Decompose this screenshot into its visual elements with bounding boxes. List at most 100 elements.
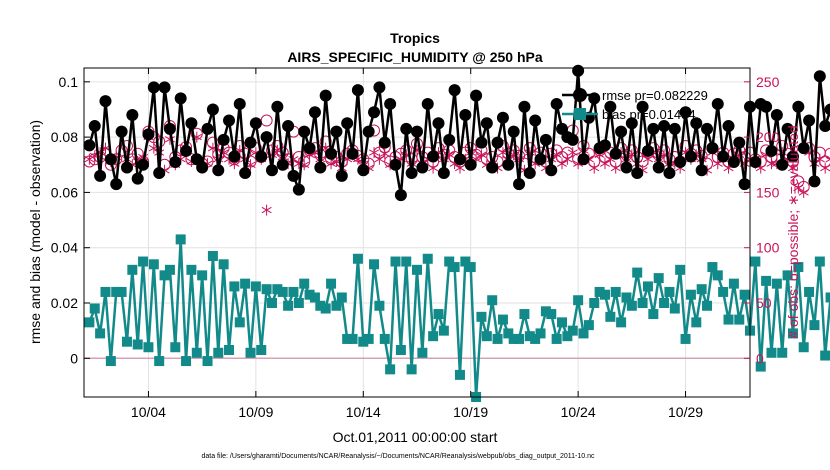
bias-point xyxy=(546,309,557,320)
bias-point xyxy=(787,328,798,339)
rmse-point xyxy=(749,156,762,168)
bias-point xyxy=(530,333,541,344)
bias-point xyxy=(793,262,804,273)
legend-rmse-label: rmse pr=0.082229 xyxy=(602,88,708,103)
rmse-point xyxy=(368,106,381,119)
rmse-point xyxy=(776,158,789,171)
rmse-point xyxy=(335,169,348,182)
bias-point xyxy=(621,292,632,303)
bias-point xyxy=(369,259,380,270)
bias-point xyxy=(750,256,761,267)
bias-point xyxy=(691,317,702,328)
bias-point xyxy=(503,328,514,339)
rmse-point xyxy=(201,122,214,135)
bias-point xyxy=(487,295,498,306)
rmse-point xyxy=(464,158,477,171)
rmse-point xyxy=(249,117,262,130)
rmse-point xyxy=(142,128,155,141)
bias-point xyxy=(266,298,277,308)
bias-point xyxy=(299,278,310,289)
bias-point xyxy=(632,267,643,278)
bias-point xyxy=(100,286,111,297)
obs-evaluated-point xyxy=(793,182,804,194)
bias-point xyxy=(438,325,449,336)
y-tick-label-left: 0 xyxy=(70,350,78,366)
rmse-point xyxy=(126,109,139,121)
rmse-point xyxy=(706,142,719,155)
rmse-point xyxy=(88,120,101,133)
bias-point xyxy=(578,328,589,339)
rmse-point xyxy=(550,97,563,110)
rmse-point xyxy=(308,106,321,119)
bias-point xyxy=(444,256,455,267)
rmse-point xyxy=(733,136,746,149)
y-tick-label-right: 0 xyxy=(756,350,764,366)
rmse-point xyxy=(486,161,499,174)
rmse-point xyxy=(169,156,182,168)
obs-evaluated-point xyxy=(326,158,337,170)
rmse-point xyxy=(711,97,724,110)
legend-rmse-marker xyxy=(573,88,587,102)
bias-point xyxy=(159,270,170,281)
bias-point xyxy=(449,262,460,273)
rmse-point xyxy=(459,109,472,121)
rmse-point xyxy=(233,97,246,110)
bias-point xyxy=(95,328,106,339)
bias-point xyxy=(637,298,648,308)
bias-point xyxy=(712,270,723,281)
axis-ticks: 10/04 10/09 10/14 10/19 10/24 10/29 0 0.02 0.04 0… xyxy=(51,68,780,420)
rmse-point xyxy=(400,122,413,135)
rmse-point xyxy=(260,131,273,144)
bias-point xyxy=(224,345,235,355)
bias-point xyxy=(309,292,320,303)
bias-point xyxy=(320,303,331,314)
bias-point xyxy=(229,281,240,292)
bias-point xyxy=(422,253,433,264)
bias-point xyxy=(191,347,202,358)
rmse-point xyxy=(598,139,611,152)
rmse-point xyxy=(717,150,730,163)
bias-point xyxy=(535,328,546,339)
bias-point xyxy=(734,314,745,325)
bias-point xyxy=(589,298,600,308)
obs-evaluated-point xyxy=(261,204,272,216)
bias-point xyxy=(186,264,197,275)
obs-evaluated-point xyxy=(476,149,487,161)
bias-point xyxy=(358,336,369,347)
bias-point xyxy=(648,309,659,320)
rmse-point xyxy=(647,122,660,135)
bias-point xyxy=(202,356,213,367)
bias-point xyxy=(814,256,825,267)
bias-point xyxy=(175,234,186,245)
x-tick-label: 10/29 xyxy=(668,404,703,420)
rmse-point xyxy=(163,122,176,135)
rmse-point xyxy=(185,117,198,130)
rmse-point xyxy=(797,142,810,155)
bias-point xyxy=(508,333,519,344)
bias-point xyxy=(685,289,696,300)
chart-title: Tropics xyxy=(390,30,440,46)
obs-evaluated-point xyxy=(379,148,390,160)
bias-point xyxy=(540,306,551,317)
rmse-point xyxy=(502,158,515,171)
bias-point xyxy=(245,347,256,358)
bias-point xyxy=(481,331,492,342)
rmse-point xyxy=(276,158,289,171)
bias-point xyxy=(234,317,245,328)
rmse-point xyxy=(792,100,805,113)
rmse-point xyxy=(411,125,423,138)
rmse-point xyxy=(137,158,150,171)
bias-point xyxy=(454,369,465,380)
bias-point xyxy=(616,317,627,328)
rmse-point xyxy=(292,183,305,196)
bias-point xyxy=(755,361,766,372)
rmse-point xyxy=(507,125,520,138)
rmse-point xyxy=(303,142,316,155)
rmse-point xyxy=(534,153,547,166)
bias-point xyxy=(696,284,707,295)
bias-point xyxy=(809,320,820,331)
rmse-point xyxy=(539,133,552,146)
rmse-point xyxy=(620,161,633,174)
bias-point xyxy=(89,303,100,314)
